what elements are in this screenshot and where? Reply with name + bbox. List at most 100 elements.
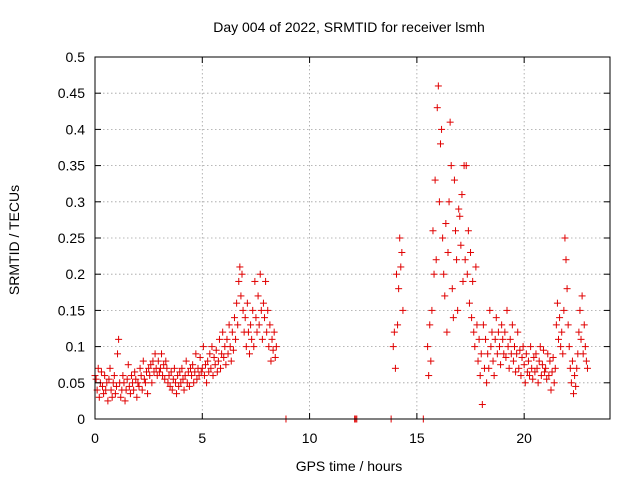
data-point <box>213 368 221 376</box>
data-point <box>227 357 235 365</box>
data-point <box>455 205 463 213</box>
data-point <box>205 368 213 376</box>
data-point <box>472 263 480 271</box>
data-point <box>447 162 455 170</box>
data-point <box>223 335 231 343</box>
data-point <box>445 198 453 206</box>
data-point <box>127 372 135 380</box>
data-point <box>485 364 493 372</box>
data-point <box>189 361 197 369</box>
data-point <box>215 335 223 343</box>
data-point <box>509 357 517 365</box>
data-point <box>431 176 439 184</box>
data-point <box>484 350 492 358</box>
data-point <box>426 321 434 329</box>
data-point <box>458 191 466 199</box>
data-point <box>95 393 103 401</box>
data-point <box>122 386 130 394</box>
data-point <box>488 328 496 336</box>
data-point <box>267 357 275 365</box>
data-point <box>425 372 433 380</box>
data-point <box>105 375 113 383</box>
data-point <box>174 372 182 380</box>
data-point <box>141 379 149 387</box>
y-tick-label: 0.3 <box>66 194 86 210</box>
data-point <box>526 372 534 380</box>
data-point <box>169 375 177 383</box>
data-point <box>138 386 146 394</box>
data-point <box>519 343 527 351</box>
data-point <box>391 364 399 372</box>
data-point <box>502 353 510 361</box>
data-point <box>251 277 259 285</box>
data-point <box>504 343 512 351</box>
data-point <box>235 277 243 285</box>
data-point <box>106 364 114 372</box>
data-point <box>111 390 119 398</box>
data-point <box>535 357 543 365</box>
data-point <box>163 364 171 372</box>
data-point <box>109 379 117 387</box>
data-point <box>185 382 193 390</box>
data-point <box>146 372 154 380</box>
data-point <box>392 270 400 278</box>
data-point <box>136 364 144 372</box>
data-point <box>541 368 549 376</box>
data-point <box>389 343 397 351</box>
data-point <box>156 364 164 372</box>
data-point <box>523 368 531 376</box>
data-point <box>463 270 471 278</box>
data-point <box>173 390 181 398</box>
data-point <box>538 361 546 369</box>
data-point <box>516 346 524 354</box>
data-point <box>550 379 558 387</box>
data-point <box>441 292 449 300</box>
data-point <box>159 372 167 380</box>
data-point <box>209 372 217 380</box>
data-point <box>254 292 262 300</box>
data-point <box>217 364 225 372</box>
data-point <box>397 263 405 271</box>
data-point <box>214 357 222 365</box>
data-point <box>144 390 152 398</box>
data-point <box>252 314 260 322</box>
data-point <box>97 368 105 376</box>
data-point <box>486 306 494 314</box>
data-point <box>434 82 442 90</box>
data-point <box>512 368 520 376</box>
data-point <box>203 379 211 387</box>
y-tick-label: 0.5 <box>66 49 86 65</box>
data-point <box>115 335 123 343</box>
data-point <box>191 368 199 376</box>
data-point <box>428 306 436 314</box>
data-point <box>498 321 506 329</box>
data-point <box>257 306 265 314</box>
data-point <box>443 328 451 336</box>
data-point <box>531 368 539 376</box>
data-point <box>233 299 241 307</box>
data-point <box>264 306 272 314</box>
data-point <box>576 306 584 314</box>
data-point <box>179 375 187 383</box>
data-point <box>253 328 261 336</box>
data-point <box>177 379 185 387</box>
data-point <box>135 382 143 390</box>
data-point <box>176 368 184 376</box>
data-point <box>161 375 169 383</box>
data-point <box>479 321 487 329</box>
data-point <box>580 321 588 329</box>
data-point <box>446 118 454 126</box>
data-point <box>249 306 257 314</box>
data-point <box>545 372 553 380</box>
data-point <box>565 343 573 351</box>
data-point <box>261 314 269 322</box>
data-point <box>490 372 498 380</box>
data-point <box>200 372 208 380</box>
data-point <box>461 256 469 264</box>
data-point <box>198 364 206 372</box>
data-point <box>247 321 255 329</box>
data-point <box>137 372 145 380</box>
data-point <box>139 357 147 365</box>
data-point <box>186 364 194 372</box>
data-point <box>101 372 109 380</box>
